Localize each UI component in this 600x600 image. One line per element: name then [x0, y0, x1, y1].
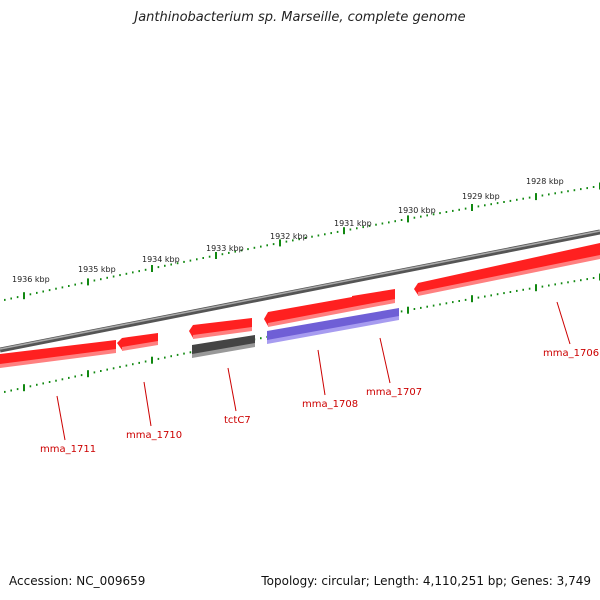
tick-label-1934: 1934 kbp	[142, 255, 180, 264]
accession-text: Accession: NC_009659	[9, 574, 146, 588]
genome-backbone-highlight	[0, 230, 600, 350]
gene-label-mma-1711[interactable]: mma_1711	[40, 444, 96, 455]
gene-leader-lines	[56, 301, 571, 441]
genome-title: Janthinobacterium sp. Marseille, complet…	[134, 10, 466, 25]
gene-mma-1706[interactable]	[414, 243, 600, 296]
gene-label-mma-1707[interactable]: mma_1707	[366, 387, 422, 398]
tick-label-1933: 1933 kbp	[206, 244, 244, 253]
gene-label-mma-1710[interactable]: mma_1710	[126, 430, 182, 441]
gene-mma-1711[interactable]	[0, 340, 116, 368]
tick-label-1930: 1930 kbp	[398, 206, 436, 215]
outer-scale-ticks	[4, 182, 600, 301]
tick-label-1936: 1936 kbp	[12, 275, 50, 284]
gene-mma-1710[interactable]	[117, 333, 158, 351]
tick-label-1935: 1935 kbp	[78, 265, 116, 274]
gene-mma-1707b[interactable]	[264, 297, 352, 327]
gene-label-tctC7[interactable]: tctC7	[224, 415, 251, 426]
tick-label-1929: 1929 kbp	[462, 192, 500, 201]
genome-summary-text: Topology: circular; Length: 4,110,251 bp…	[261, 574, 591, 588]
tick-label-1928: 1928 kbp	[526, 177, 564, 186]
gene-tctC7[interactable]	[192, 335, 255, 358]
gene-label-mma-1706[interactable]: mma_1706	[543, 348, 599, 359]
gene-tctC7-forward[interactable]	[189, 318, 252, 339]
gene-label-mma-1708[interactable]: mma_1708	[302, 399, 358, 410]
tick-label-1931: 1931 kbp	[334, 219, 372, 228]
gene-mma-1708[interactable]	[267, 308, 399, 344]
gene-mma-1707[interactable]	[352, 289, 395, 311]
tick-label-1932: 1932 kbp	[270, 232, 308, 241]
